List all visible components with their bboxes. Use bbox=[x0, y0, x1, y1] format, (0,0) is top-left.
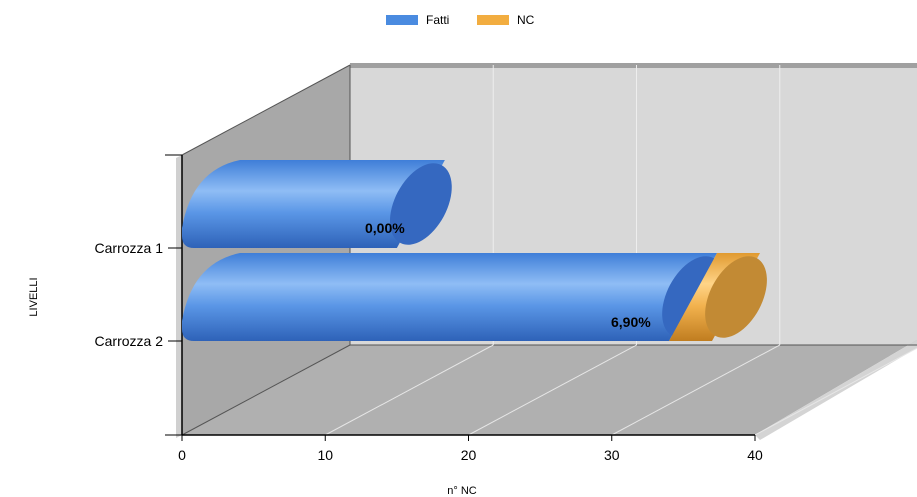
legend-swatch-nc bbox=[477, 15, 509, 25]
y-category-label: Carrozza 2 bbox=[95, 333, 164, 349]
y-category-label: Carrozza 1 bbox=[95, 240, 164, 256]
gridline-floor-40 bbox=[754, 347, 917, 436]
x-tick-label: 10 bbox=[317, 447, 333, 463]
data-labels: 0,00% 6,90% bbox=[365, 220, 651, 330]
x-tick-label: 20 bbox=[461, 447, 477, 463]
x-tick-label: 0 bbox=[178, 447, 186, 463]
legend-label-fatti: Fatti bbox=[426, 13, 449, 27]
x-tick-label: 40 bbox=[747, 447, 763, 463]
bar-end-cap bbox=[389, 163, 452, 245]
left-wall-edge bbox=[176, 155, 182, 438]
x-tick-label: 30 bbox=[604, 447, 620, 463]
floor-right-edge bbox=[755, 340, 917, 440]
data-label-2: 6,90% bbox=[611, 314, 651, 330]
y-axis-title: LIVELLI bbox=[28, 277, 40, 316]
gridline-floor-30 bbox=[611, 344, 780, 436]
left-wall bbox=[182, 65, 350, 435]
bar-body bbox=[182, 160, 445, 248]
legend-swatch-fatti bbox=[386, 15, 418, 25]
gridline-floor-10 bbox=[325, 344, 494, 436]
x-axis-ticks: 0 10 20 30 40 bbox=[178, 435, 763, 463]
data-label-1: 0,00% bbox=[365, 220, 405, 236]
bar-nc-2 bbox=[669, 253, 767, 341]
bar-body bbox=[182, 253, 718, 341]
gridline-floor-20 bbox=[468, 344, 637, 436]
x-axis-title: n° NC bbox=[447, 485, 477, 497]
legend-label-nc: NC bbox=[517, 13, 535, 27]
floor-left-edge bbox=[181, 344, 351, 436]
bar-fatti-1 bbox=[182, 160, 452, 248]
bar-fatti-2 bbox=[182, 253, 724, 341]
chart-walls bbox=[176, 63, 917, 440]
legend: Fatti NC bbox=[386, 13, 535, 27]
bar-end-cap bbox=[705, 256, 767, 338]
bars bbox=[182, 160, 767, 341]
floor bbox=[182, 340, 917, 435]
y-axis-categories: Carrozza 1 Carrozza 2 bbox=[95, 154, 182, 436]
back-wall-top-shadow bbox=[350, 63, 917, 68]
left-wall-outline bbox=[181, 64, 351, 156]
